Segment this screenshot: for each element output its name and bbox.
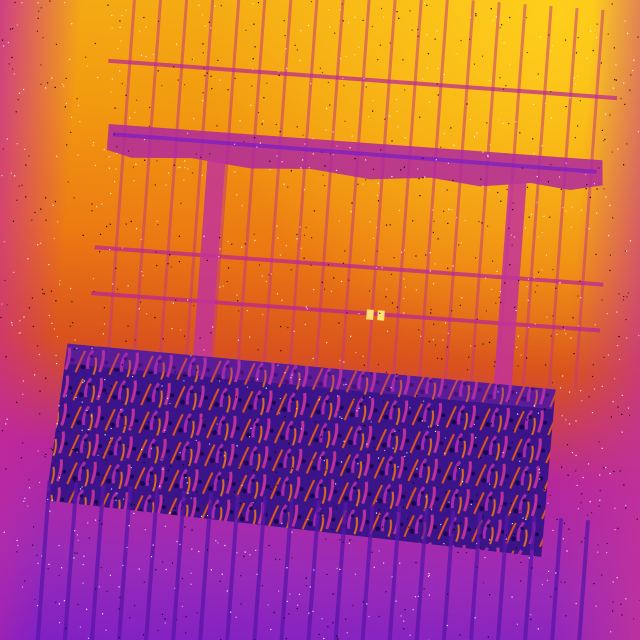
panel-seam <box>194 492 214 640</box>
panel-seam <box>221 494 240 640</box>
mullion <box>392 0 423 376</box>
mullion <box>573 9 605 389</box>
panel-seam <box>463 512 483 640</box>
panel-seam <box>436 510 456 640</box>
mullion <box>262 0 294 367</box>
window-transoms <box>91 58 618 333</box>
panel-seam <box>544 518 564 640</box>
column-left <box>190 159 226 391</box>
mullion <box>443 0 475 380</box>
panel-seam <box>59 482 79 640</box>
mullion <box>340 0 372 372</box>
window-mullions <box>106 0 605 389</box>
panel-seam <box>113 486 133 640</box>
mullion <box>366 0 398 374</box>
hot-spot <box>377 310 385 321</box>
mullion <box>418 0 449 378</box>
panel-seam <box>571 520 591 640</box>
mullion <box>288 0 320 369</box>
panel-seam <box>302 500 321 640</box>
balcony-band <box>106 124 603 190</box>
mullion <box>184 0 216 361</box>
panel-seam <box>248 496 267 640</box>
column-right <box>491 181 527 413</box>
transom <box>94 245 604 287</box>
mullion <box>547 7 579 388</box>
mullion <box>106 0 138 355</box>
transom <box>108 58 618 101</box>
panel-seam <box>86 484 106 640</box>
panel-seam <box>409 508 429 640</box>
mullion <box>521 5 553 386</box>
panel-seam <box>355 504 375 640</box>
mullion <box>236 0 268 365</box>
lower-panels <box>32 480 591 640</box>
panel-seam <box>329 502 348 640</box>
mullion <box>469 2 501 382</box>
mullion <box>132 0 164 357</box>
hot-spot <box>366 309 374 320</box>
mullion <box>314 0 346 370</box>
panel-seam <box>490 514 510 640</box>
panel-seam <box>32 480 52 640</box>
mullion <box>158 0 190 359</box>
panel-seam <box>275 498 294 640</box>
hedge-foliage <box>46 343 556 557</box>
panel-seam <box>167 490 187 640</box>
panel-seam <box>140 488 160 640</box>
transom <box>91 291 601 333</box>
panel-seam <box>517 516 537 640</box>
mullion <box>210 0 242 363</box>
panel-seam <box>382 506 402 640</box>
